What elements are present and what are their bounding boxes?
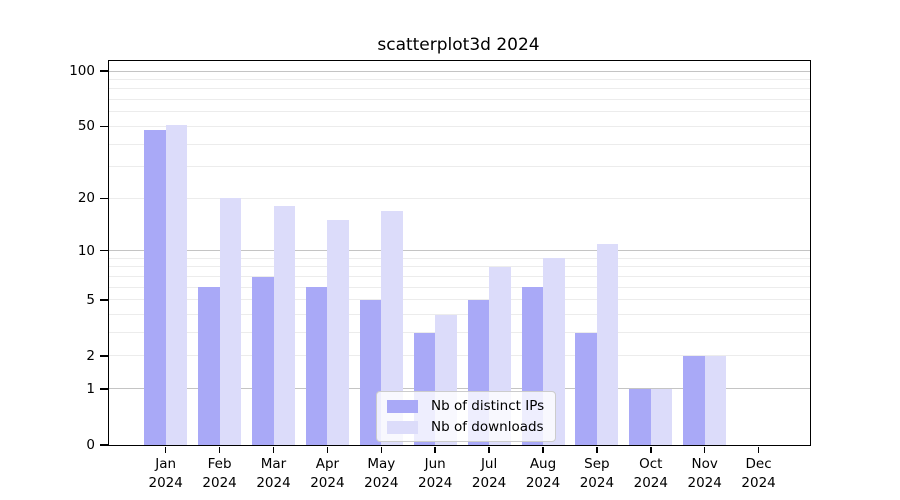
x-tickmark-jul	[488, 446, 490, 453]
x-tick-label-aug: Aug 2024	[525, 456, 561, 491]
minor-gridline-4	[109, 314, 810, 316]
x-tickmark-may	[380, 446, 383, 453]
bar-distinct-ips-oct	[629, 388, 651, 445]
minor-gridline-5	[109, 299, 810, 301]
plot-area: Nb of distinct IPs Nb of downloads 100 50…	[69, 60, 811, 491]
legend-label-downloads: Nb of downloads	[431, 419, 544, 435]
minor-gridline-3	[109, 332, 810, 334]
y-tickmark-100	[99, 70, 108, 72]
legend: Nb of distinct IPs Nb of downloads	[376, 391, 557, 442]
minor-gridline-6	[109, 286, 810, 288]
x-tickmark-nov	[703, 446, 706, 453]
bar-distinct-ips-nov	[683, 356, 705, 445]
x-tickmark-dec	[757, 446, 760, 453]
minor-gridline-90	[109, 78, 810, 80]
minor-gridline-70	[109, 99, 810, 101]
minor-gridline-2	[109, 355, 810, 357]
y-tick-label-10: 10	[77, 242, 95, 259]
minor-gridline-8	[109, 266, 810, 268]
bar-distinct-ips-feb	[198, 287, 220, 445]
y-tickmark-2	[99, 355, 108, 357]
y-tickmark-5	[99, 299, 108, 301]
x-tickmark-sep	[596, 446, 598, 453]
y-tickmark-50	[99, 125, 108, 128]
minor-gridline-7	[109, 275, 810, 277]
bar-downloads-feb	[219, 198, 242, 445]
x-tickmark-mar	[272, 446, 275, 453]
x-tick-label-oct: Oct 2024	[633, 456, 668, 491]
bar-distinct-ips-mar	[252, 276, 274, 445]
legend-entry-downloads: Nb of downloads	[387, 419, 544, 435]
y-tick-label-1: 1	[86, 380, 95, 397]
y-tickmark-0	[99, 444, 108, 446]
decade-gridline-1	[109, 388, 810, 390]
x-tickmark-oct	[650, 446, 652, 453]
minor-gridline-50	[109, 125, 810, 127]
minor-gridline-20	[109, 197, 810, 199]
x-tickmark-apr	[326, 446, 329, 453]
bar-downloads-jan	[165, 124, 188, 445]
y-tick-label-100: 100	[69, 63, 95, 79]
bar-downloads-apr	[327, 220, 349, 445]
y-tick-label-5: 5	[86, 291, 95, 308]
x-tickmark-feb	[218, 446, 221, 453]
bar-distinct-ips-may	[359, 299, 382, 445]
legend-label-distinct-ips: Nb of distinct IPs	[431, 398, 545, 414]
y-tickmark-1	[99, 388, 108, 390]
y-tickmark-10	[99, 249, 108, 252]
minor-gridline-60	[109, 111, 810, 113]
chart-title: scatterplot3d 2024	[377, 35, 540, 55]
x-tickmark-jan	[164, 446, 167, 453]
bar-downloads-mar	[273, 206, 295, 445]
x-tick-label-may: May 2024	[364, 456, 399, 491]
x-tick-label-jan: Jan 2024	[148, 456, 183, 491]
minor-gridline-9	[109, 257, 810, 259]
bar-downloads-oct	[650, 388, 673, 445]
decade-gridline-100	[109, 70, 810, 72]
bar-downloads-sep	[596, 243, 619, 445]
legend-swatch-downloads	[387, 420, 418, 434]
x-tick-label-mar: Mar 2024	[256, 456, 291, 491]
bar-distinct-ips-sep	[575, 332, 597, 445]
bar-downloads-nov	[704, 356, 727, 445]
x-tickmark-aug	[542, 446, 544, 453]
bar-distinct-ips-apr	[305, 287, 328, 445]
x-tick-label-jun: Jun 2024	[418, 456, 453, 491]
x-tickmark-jun	[434, 446, 436, 453]
y-tick-label-50: 50	[77, 118, 95, 135]
minor-gridline-80	[109, 88, 810, 90]
legend-swatch-distinct-ips	[387, 399, 418, 413]
y-tick-label-20: 20	[77, 190, 95, 207]
x-tick-label-sep: Sep 2024	[579, 456, 615, 491]
minor-gridline-30	[109, 166, 810, 168]
legend-entry-distinct-ips: Nb of distinct IPs	[387, 398, 544, 414]
bar-downloads-may	[381, 210, 403, 445]
x-tick-label-apr: Apr 2024	[310, 456, 345, 491]
y-tickmark-20	[99, 197, 108, 200]
decade-gridline-10	[109, 250, 810, 252]
y-tick-label-0: 0	[86, 437, 95, 453]
x-tick-label-nov: Nov 2024	[687, 456, 722, 491]
x-tick-label-jul: Jul 2024	[471, 456, 507, 491]
x-tick-label-dec: Dec 2024	[741, 456, 776, 491]
x-tick-label-feb: Feb 2024	[202, 456, 237, 491]
bar-distinct-ips-jan	[144, 129, 166, 445]
minor-gridline-40	[109, 143, 810, 145]
y-tick-label-2: 2	[86, 347, 95, 364]
